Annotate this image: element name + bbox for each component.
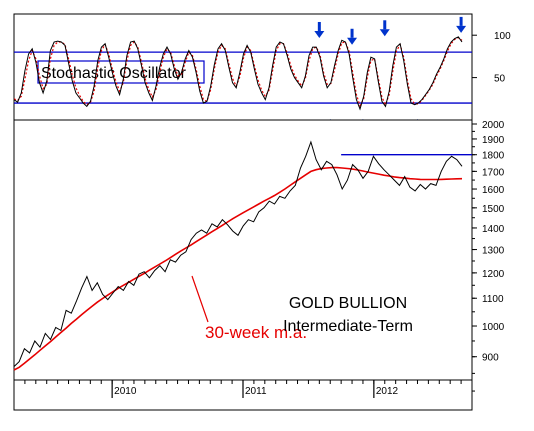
- ma-label-pointer: [191, 275, 209, 323]
- price-tick-label: 2000: [482, 120, 505, 131]
- price-tick-label: 1800: [482, 151, 505, 162]
- moving-average-line: [13, 166, 463, 371]
- price-tick-label: 1700: [482, 167, 505, 178]
- stoch-fast-line: [13, 36, 463, 111]
- down-arrow-icon: [456, 16, 467, 33]
- price-tick-label: 1000: [482, 322, 505, 333]
- chart-subtitle: Intermediate-Term: [283, 318, 413, 335]
- stochastic-panel: Stochastic Oscillator 100 50: [13, 13, 511, 135]
- chart-title: GOLD BULLION: [289, 295, 407, 312]
- stochastic-y-axis: 100 50: [472, 31, 511, 85]
- arrow-head: [456, 25, 467, 33]
- price-tick-label: 1600: [482, 185, 505, 196]
- price-y-axis: 900 1000 1100 1200 1300 1400 1500 1600 1700 1800 1…: [472, 120, 505, 392]
- price-frame: [13, 119, 473, 411]
- price-tick-label: 1200: [482, 269, 505, 280]
- down-arrow-icon: [347, 28, 358, 45]
- year-tick-label: 2012: [376, 386, 399, 397]
- price-tick-label: 1300: [482, 246, 505, 257]
- time-axis: 2010 2011 2012: [13, 379, 473, 398]
- stoch-tick-label: 50: [494, 74, 506, 85]
- price-lines: [13, 140, 472, 371]
- arrow-head: [314, 30, 325, 38]
- stochastic-label: Stochastic Oscillator: [41, 65, 187, 82]
- down-arrow-icon: [379, 20, 390, 37]
- arrow-head: [347, 37, 358, 45]
- price-tick-label: 900: [482, 353, 499, 364]
- price-tick-label: 1500: [482, 204, 505, 215]
- price-panel: 900 1000 1100 1200 1300 1400 1500 1600 1700 1800 1…: [13, 119, 505, 411]
- arrow-head: [379, 29, 390, 37]
- down-arrow-icon: [314, 21, 325, 38]
- price-tick-label: 1400: [482, 224, 505, 235]
- stoch-tick-label: 100: [494, 31, 511, 42]
- stochastic-lines: [13, 36, 463, 111]
- year-tick-label: 2011: [245, 386, 267, 397]
- gold-price-line: [13, 140, 463, 367]
- price-tick-label: 1900: [482, 135, 505, 146]
- year-tick-label: 2010: [114, 386, 137, 397]
- ma-label: 30-week m.a.: [205, 323, 307, 342]
- price-tick-label: 1100: [482, 294, 504, 305]
